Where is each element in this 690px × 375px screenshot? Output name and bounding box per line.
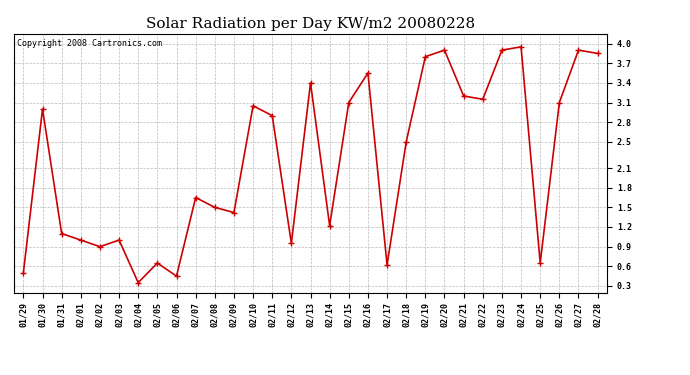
Title: Solar Radiation per Day KW/m2 20080228: Solar Radiation per Day KW/m2 20080228 xyxy=(146,17,475,31)
Text: Copyright 2008 Cartronics.com: Copyright 2008 Cartronics.com xyxy=(17,39,161,48)
